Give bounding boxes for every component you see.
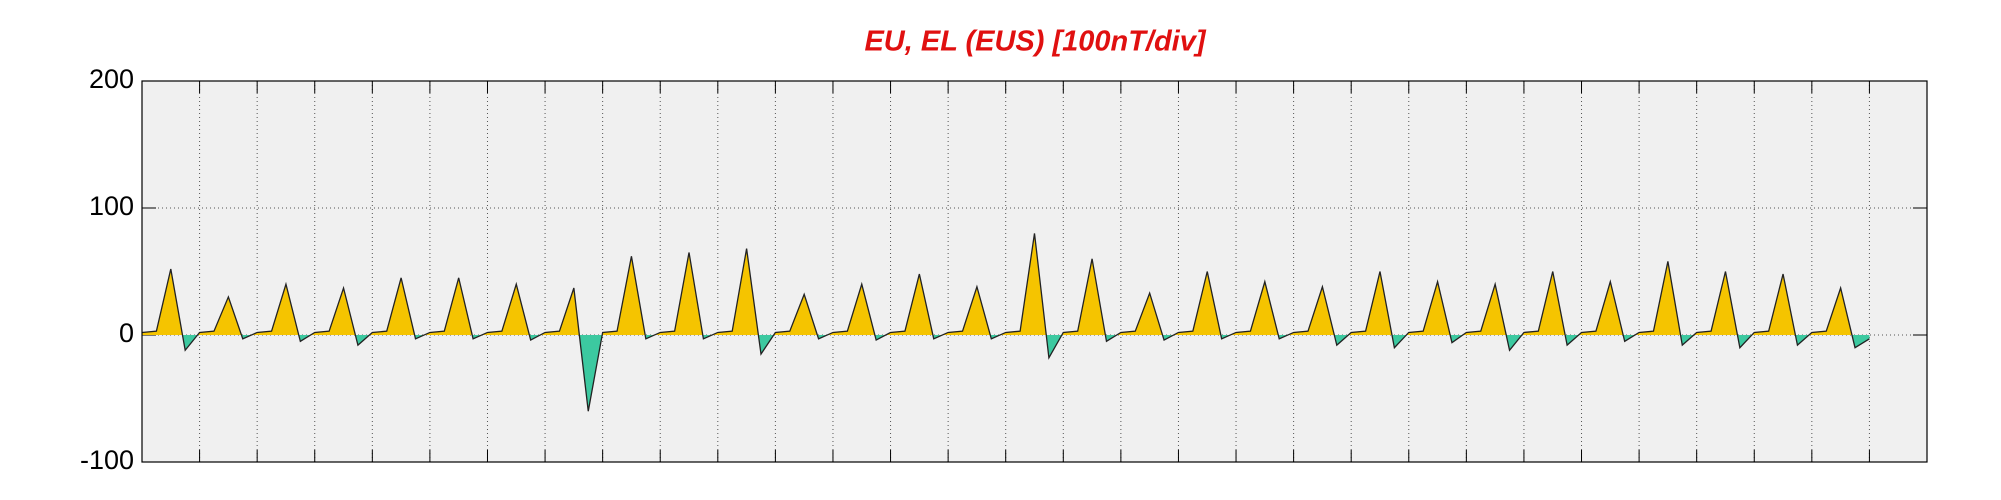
area-above — [142, 233, 1870, 335]
chart-title: EU, EL (EUS) [100nT/div] — [864, 26, 1206, 58]
y-tick-label: 100 — [89, 191, 134, 221]
y-tick-label: -100 — [80, 445, 134, 475]
y-tick-label: 200 — [89, 64, 134, 94]
line — [141, 233, 1870, 412]
plot-frame — [141, 80, 1928, 463]
y-tick-label: 0 — [119, 318, 134, 348]
